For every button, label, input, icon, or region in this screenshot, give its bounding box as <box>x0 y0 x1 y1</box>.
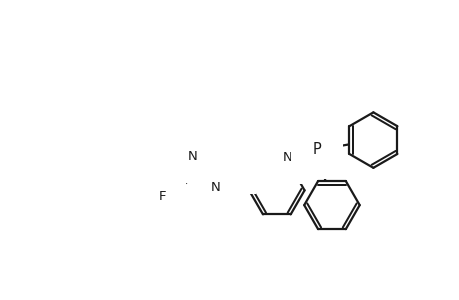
Text: N: N <box>242 142 252 154</box>
Text: N: N <box>210 181 219 194</box>
Text: N: N <box>282 152 292 164</box>
Text: S: S <box>263 149 271 162</box>
Text: N: N <box>187 150 197 164</box>
Text: F: F <box>151 175 158 188</box>
Text: P: P <box>312 142 321 158</box>
Text: F: F <box>159 190 166 203</box>
Text: S: S <box>227 161 235 174</box>
Text: S: S <box>213 143 222 157</box>
Text: F: F <box>159 158 166 171</box>
